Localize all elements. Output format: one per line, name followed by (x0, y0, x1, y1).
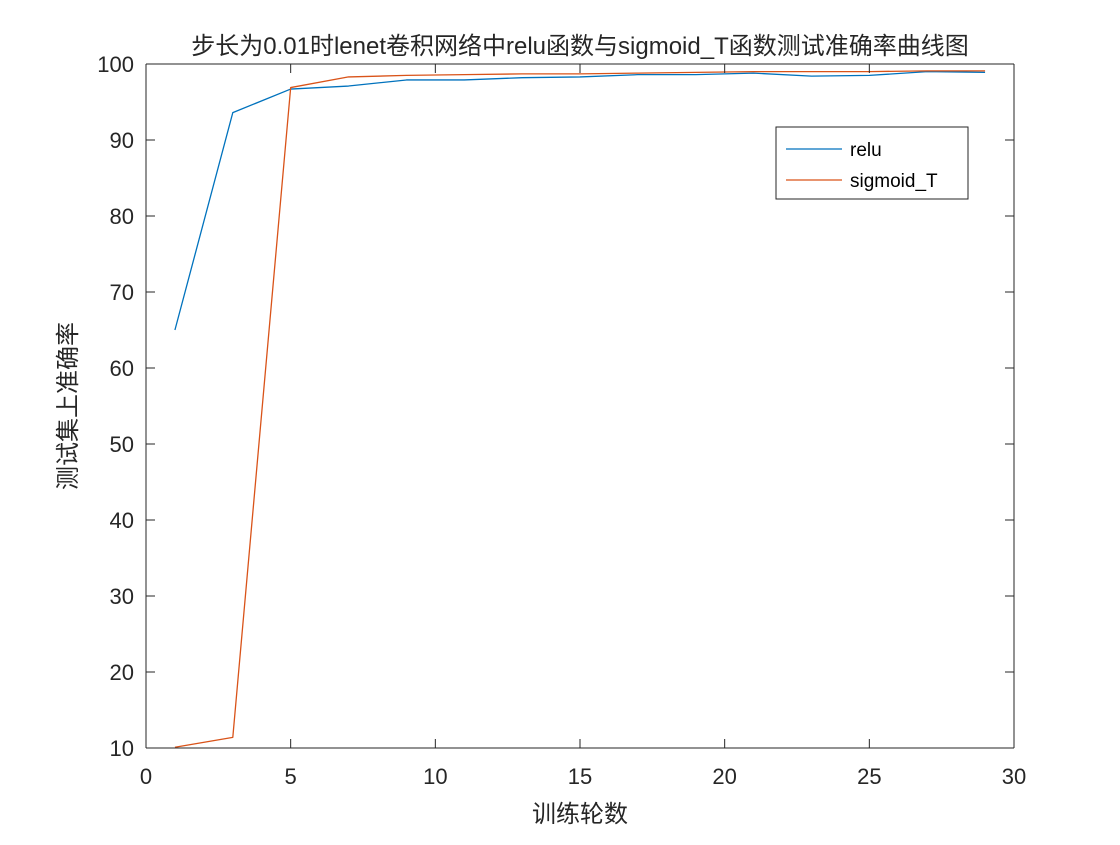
x-tick-label: 0 (140, 764, 152, 789)
legend-label-relu: relu (850, 140, 882, 161)
x-tick-label: 30 (1002, 764, 1026, 789)
x-tick-label: 5 (285, 764, 297, 789)
chart-title: 步长为0.01时lenet卷积网络中relu函数与sigmoid_T函数测试准确… (191, 33, 968, 60)
x-axis-label: 训练轮数 (532, 801, 628, 828)
x-tick-label: 15 (568, 764, 592, 789)
y-tick-label: 80 (110, 204, 134, 229)
x-tick-label: 25 (857, 764, 881, 789)
series-layer (174, 70, 986, 748)
y-tick-label: 30 (110, 584, 134, 609)
x-tick-label: 10 (423, 764, 447, 789)
y-ticks: 10 20 30 40 50 60 70 80 90 100 (97, 52, 1014, 761)
y-tick-label: 20 (110, 660, 134, 685)
y-tick-label: 70 (110, 280, 134, 305)
y-tick-label: 40 (110, 508, 134, 533)
series-line-sigmoid-t (174, 70, 986, 748)
y-tick-label: 60 (110, 356, 134, 381)
series-line-relu (174, 70, 986, 331)
x-tick-label: 20 (712, 764, 736, 789)
y-tick-label: 90 (110, 128, 134, 153)
legend-label-sigmoid-t: sigmoid_T (850, 171, 938, 192)
y-tick-label: 10 (110, 736, 134, 761)
y-tick-label: 50 (110, 432, 134, 457)
legend-box (775, 126, 969, 200)
legend: relu sigmoid_T (775, 126, 969, 200)
x-ticks: 0 5 10 15 20 25 30 (140, 64, 1026, 789)
y-tick-label: 100 (97, 52, 134, 77)
y-axis-label: 测试集上准确率 (55, 322, 82, 490)
